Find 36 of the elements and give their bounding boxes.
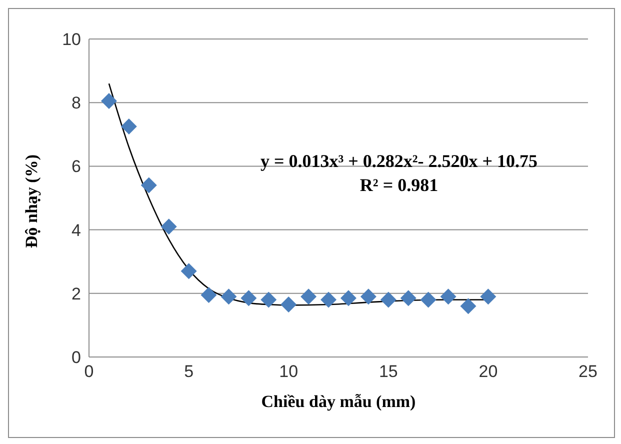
annotation: R² = 0.981 [358, 174, 440, 197]
point [320, 292, 337, 308]
y-tick-label: 4 [72, 220, 81, 240]
x-axis-title: Chiều dày mẫu (mm) [261, 392, 416, 411]
y-tick-label: 2 [72, 284, 81, 304]
point [120, 118, 137, 134]
point [200, 286, 217, 303]
point [400, 290, 416, 306]
point [420, 292, 436, 308]
point [180, 263, 197, 280]
point [160, 218, 177, 235]
point [300, 288, 317, 305]
y-tick-label: 8 [72, 94, 81, 113]
point [440, 288, 456, 305]
y-axis-title: Độ nhạy (%) [22, 154, 42, 248]
point [280, 296, 297, 313]
point [360, 288, 376, 305]
y-tick-label: 10 [62, 30, 81, 50]
point [460, 298, 476, 314]
point [220, 288, 237, 305]
point [100, 93, 117, 110]
point [480, 288, 496, 305]
y-tick-label: 0 [72, 348, 81, 368]
point [240, 290, 257, 306]
point [260, 292, 277, 308]
x-tick-label: 25 [578, 362, 598, 382]
x-tick-label: 5 [184, 362, 194, 382]
annotation: y = 0.013x³ + 0.282x²- 2.520x + 10.75 [259, 150, 539, 173]
y-tick-label: 6 [72, 157, 81, 176]
point [140, 177, 157, 194]
point [380, 292, 396, 308]
x-tick-label: 0 [84, 362, 94, 382]
point [340, 290, 356, 306]
x-tick-label: 20 [478, 362, 498, 382]
x-tick-label: 10 [279, 362, 298, 382]
x-tick-label: 15 [378, 362, 398, 382]
